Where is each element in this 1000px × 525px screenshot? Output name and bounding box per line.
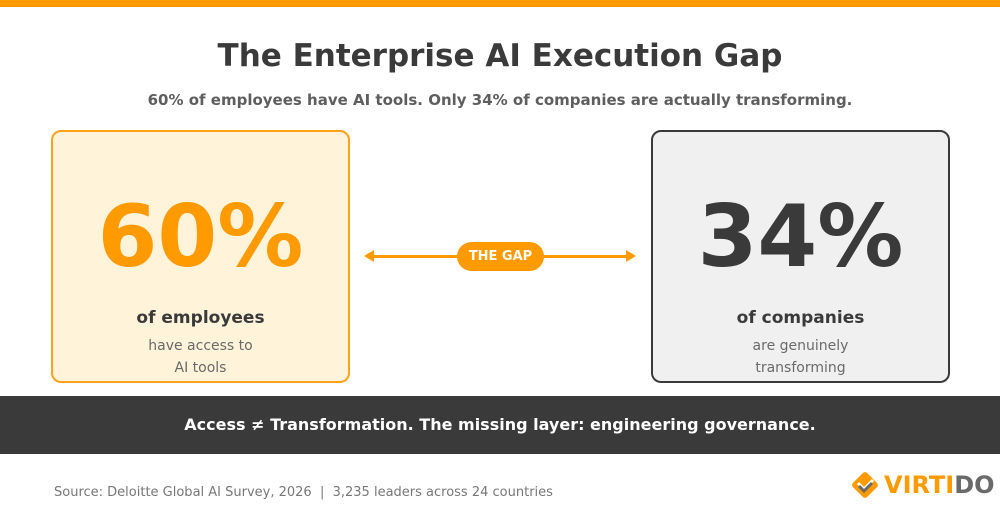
logo-check-icon [852, 472, 878, 498]
virtido-logo: VIRTIDO [850, 470, 995, 500]
employees-percent: 60% [97, 187, 304, 287]
logo-text-a: VIRTI [884, 471, 955, 499]
page-title: The Enterprise AI Execution Gap [217, 38, 783, 74]
top-accent-bar [0, 0, 1000, 7]
companies-percent: 34% [697, 187, 904, 287]
page-subtitle: 60% of employees have AI tools. Only 34%… [147, 91, 853, 109]
companies-stat-card: 34% of companies are genuinely transform… [651, 130, 950, 383]
gap-badge: THE GAP [457, 242, 544, 271]
desc-line: AI tools [174, 360, 227, 376]
arrow-left-icon [364, 250, 374, 262]
source-note: Source: Deloitte Global AI Survey, 2026 … [54, 485, 553, 500]
takeaway-band: Access ≠ Transformation. The missing lay… [0, 396, 1000, 454]
logo-text-b: DO [954, 471, 995, 499]
employees-stat-card: 60% of employees have access to AI tools [51, 130, 350, 383]
companies-description: are genuinely transforming [653, 335, 948, 379]
employees-label: of employees [136, 308, 265, 328]
desc-line: transforming [755, 360, 846, 376]
companies-label: of companies [736, 308, 865, 328]
desc-line: have access to [148, 338, 253, 354]
arrow-right-icon [626, 250, 636, 262]
desc-line: are genuinely [752, 338, 849, 354]
employees-description: have access to AI tools [53, 335, 348, 379]
